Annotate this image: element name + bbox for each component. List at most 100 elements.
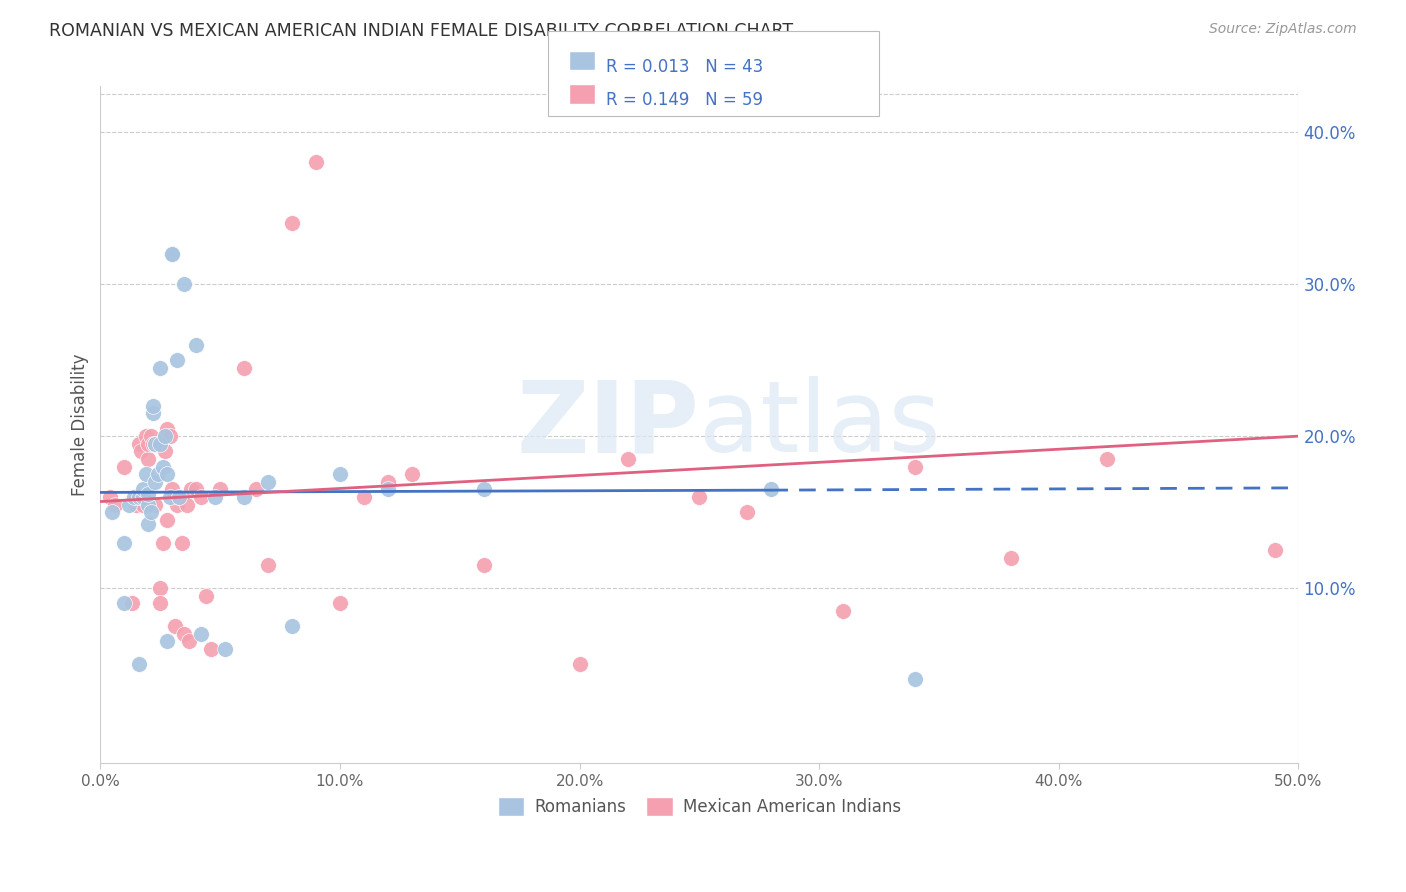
Point <box>904 459 927 474</box>
Point <box>149 360 172 375</box>
Point <box>186 483 208 497</box>
Point <box>472 558 495 573</box>
Point <box>1263 543 1285 558</box>
Point <box>245 483 267 497</box>
Point <box>125 498 148 512</box>
Point <box>401 467 423 482</box>
Point <box>128 657 150 672</box>
Point <box>737 505 759 519</box>
Point <box>142 399 165 413</box>
Point <box>305 155 328 169</box>
Point <box>156 421 179 435</box>
Point <box>1095 452 1118 467</box>
Point <box>377 483 399 497</box>
Text: R = 0.013   N = 43: R = 0.013 N = 43 <box>606 58 763 76</box>
Point <box>353 490 375 504</box>
Point <box>142 436 165 450</box>
Point <box>146 467 169 482</box>
Point <box>176 498 198 512</box>
Point <box>180 483 202 497</box>
Point <box>136 487 159 501</box>
Point <box>257 558 280 573</box>
Point <box>162 246 184 260</box>
Point <box>132 483 155 497</box>
Point <box>166 353 188 368</box>
Point <box>145 475 167 489</box>
Point <box>132 498 155 512</box>
Point <box>173 627 195 641</box>
Point <box>169 490 191 504</box>
Point <box>139 429 162 443</box>
Point <box>832 604 855 618</box>
Point <box>281 619 304 633</box>
Legend: Romanians, Mexican American Indians: Romanians, Mexican American Indians <box>491 790 908 822</box>
Point <box>128 436 150 450</box>
Point <box>152 535 174 549</box>
Point <box>149 597 172 611</box>
Point <box>904 673 927 687</box>
Point <box>169 490 191 504</box>
Point <box>112 535 135 549</box>
Point <box>233 490 256 504</box>
Point <box>132 490 155 504</box>
Point <box>145 436 167 450</box>
Point <box>136 452 159 467</box>
Point <box>152 459 174 474</box>
Point <box>163 619 186 633</box>
Point <box>156 513 179 527</box>
Point <box>112 459 135 474</box>
Point <box>177 634 200 648</box>
Point <box>139 505 162 519</box>
Point <box>159 429 181 443</box>
Point <box>121 597 143 611</box>
Point <box>233 360 256 375</box>
Point <box>122 490 145 504</box>
Point <box>170 535 193 549</box>
Point <box>166 498 188 512</box>
Text: ZIP: ZIP <box>516 376 699 474</box>
Point <box>688 490 710 504</box>
Point <box>136 517 159 532</box>
Point <box>153 429 176 443</box>
Point <box>146 436 169 450</box>
Point <box>173 277 195 291</box>
Point <box>149 436 172 450</box>
Point <box>281 216 304 230</box>
Point <box>156 634 179 648</box>
Point <box>200 642 222 657</box>
Point <box>159 490 181 504</box>
Text: Source: ZipAtlas.com: Source: ZipAtlas.com <box>1209 22 1357 37</box>
Point <box>112 597 135 611</box>
Point <box>136 436 159 450</box>
Point <box>568 657 591 672</box>
Point <box>149 581 172 595</box>
Point <box>129 444 152 458</box>
Point <box>472 483 495 497</box>
Text: R = 0.149   N = 59: R = 0.149 N = 59 <box>606 91 763 109</box>
Point <box>104 498 127 512</box>
Point <box>145 436 167 450</box>
Text: atlas: atlas <box>699 376 941 474</box>
Point <box>377 475 399 489</box>
Text: ROMANIAN VS MEXICAN AMERICAN INDIAN FEMALE DISABILITY CORRELATION CHART: ROMANIAN VS MEXICAN AMERICAN INDIAN FEMA… <box>49 22 793 40</box>
Point <box>761 483 783 497</box>
Point <box>329 467 352 482</box>
Point <box>135 429 157 443</box>
Point <box>156 467 179 482</box>
Point <box>257 475 280 489</box>
Point <box>190 627 212 641</box>
Point <box>186 338 208 352</box>
Y-axis label: Female Disability: Female Disability <box>72 353 89 496</box>
Point <box>142 406 165 420</box>
Point <box>162 483 184 497</box>
Point <box>135 467 157 482</box>
Point <box>1000 550 1022 565</box>
Point <box>209 483 232 497</box>
Point <box>194 589 217 603</box>
Point <box>125 490 148 504</box>
Point <box>329 597 352 611</box>
Point <box>616 452 638 467</box>
Point <box>162 246 184 260</box>
Point <box>132 490 155 504</box>
Point <box>190 490 212 504</box>
